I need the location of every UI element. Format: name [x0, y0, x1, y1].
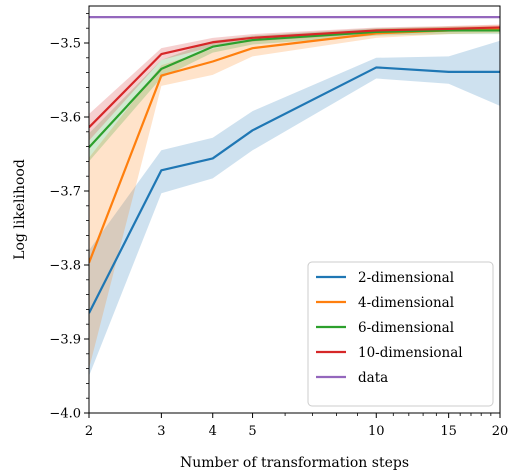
- legend-box: [307, 261, 494, 407]
- x-tick-label: 4: [209, 424, 217, 439]
- legend-label: 10-dimensional: [358, 345, 463, 361]
- x-tick-label: 5: [248, 424, 256, 439]
- x-tick-label: 15: [440, 424, 457, 439]
- x-tick-label: 2: [85, 424, 93, 439]
- series-line-0: [89, 66, 500, 314]
- axes: 2 3 4 5 10 15 20 −4.0 −3.9 −3.8 −3.7 −3.6 −3.5: [49, 5, 509, 439]
- legend-label: 6-dimensional: [358, 320, 454, 336]
- x-tick-label: 20: [492, 424, 509, 439]
- y-tick-label: −3.9: [49, 333, 81, 348]
- legend-label: 4-dimensional: [358, 295, 454, 311]
- legend-label: 2-dimensional: [358, 270, 454, 286]
- series-line-2: [89, 29, 500, 149]
- x-tick-label: 10: [368, 424, 385, 439]
- y-tick-label: −3.7: [49, 185, 81, 200]
- series-lines: [89, 16, 500, 314]
- x-axis-label: Number of transformation steps: [180, 455, 409, 471]
- y-axis-label: Log likelihood: [12, 159, 28, 260]
- series-line-3: [89, 26, 500, 129]
- y-tick-label: −4.0: [49, 407, 81, 422]
- confidence-band-2: [89, 26, 500, 162]
- plot-frame: [88, 5, 501, 414]
- legend: 2-dimensional 4-dimensional 6-dimensional 1…: [307, 261, 494, 407]
- y-tick-label: −3.8: [49, 259, 81, 274]
- y-tick-label: −3.6: [49, 111, 81, 126]
- y-tick-label: −3.5: [49, 37, 81, 52]
- legend-label: data: [358, 370, 388, 386]
- x-tick-label: 3: [157, 424, 165, 439]
